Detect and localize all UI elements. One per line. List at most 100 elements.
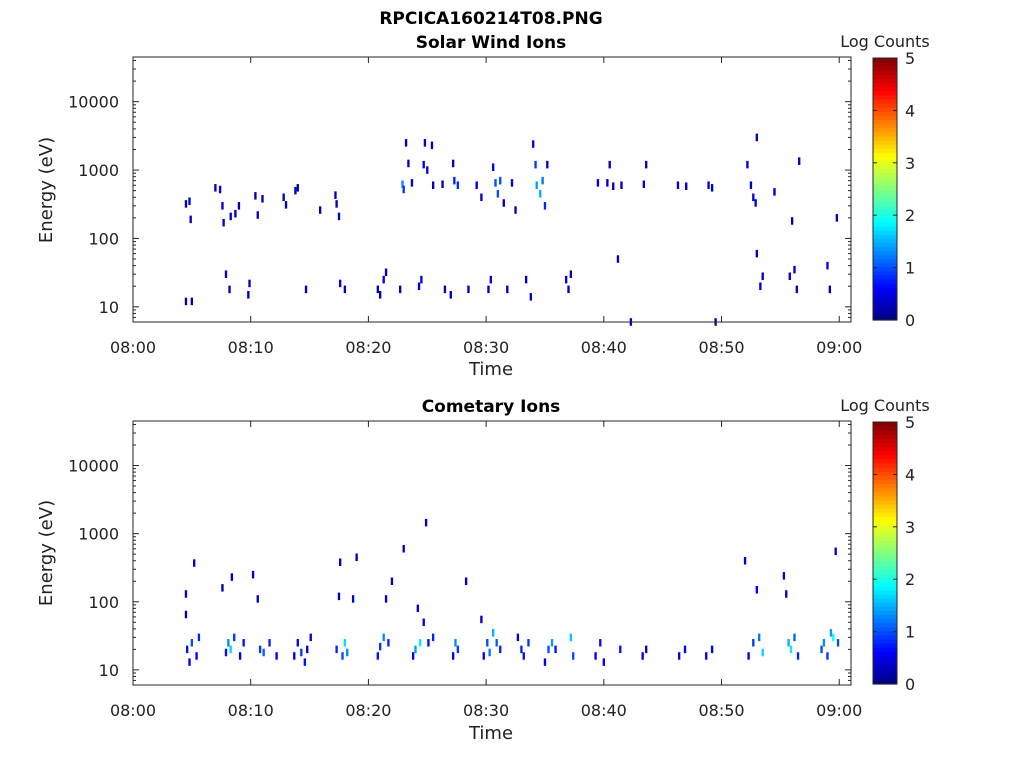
heatmap-cell	[355, 553, 358, 561]
heatmap-cell	[543, 202, 547, 210]
heatmap-cell	[351, 595, 355, 603]
colorbar-segment	[873, 94, 897, 100]
heatmap-cell	[256, 595, 259, 603]
colorbar-segment	[873, 197, 897, 202]
heatmap-cell	[184, 590, 188, 598]
heatmap-cell	[569, 633, 573, 642]
heatmap-cell	[420, 275, 423, 284]
colorbar-segment	[873, 307, 897, 313]
colorbar-segment	[873, 536, 897, 542]
colorbar-segment	[873, 287, 897, 292]
heatmap-cell	[535, 181, 538, 189]
colorbar-segment	[873, 311, 897, 317]
colorbar-segment	[873, 553, 897, 558]
heatmap-cell	[402, 545, 405, 553]
heatmap-cell	[214, 184, 217, 192]
heatmap-cell	[541, 176, 544, 185]
colorbar-segment	[873, 127, 897, 133]
colorbar-segment	[873, 238, 897, 243]
x-tick-label: 08:50	[698, 701, 744, 720]
colorbar-segment	[873, 168, 897, 174]
heatmap-cell	[294, 186, 297, 195]
heatmap-cell	[334, 191, 337, 199]
colorbar-segment	[873, 577, 897, 583]
colorbar-segment	[873, 454, 897, 460]
heatmap-cell	[304, 285, 308, 294]
heatmap-cell	[303, 658, 307, 666]
heatmap-cell	[567, 285, 570, 294]
heatmap-cell	[612, 182, 615, 190]
y-tick-label: 10	[99, 661, 119, 680]
heatmap-cell	[422, 160, 425, 169]
colorbar-segment	[873, 585, 897, 591]
colorbar-segment	[873, 528, 897, 534]
colorbar-segment	[873, 630, 897, 636]
x-tick-label: 08:00	[110, 701, 156, 720]
heatmap-cell	[227, 639, 230, 647]
colorbar-tick-label: 3	[905, 518, 915, 537]
heatmap-cell	[793, 633, 796, 642]
colorbar-segment	[873, 634, 897, 640]
heatmap-cell	[234, 209, 237, 218]
colorbar-segment	[873, 507, 897, 513]
heatmap-cell	[431, 181, 435, 189]
heatmap-cell	[300, 648, 303, 657]
heatmap-cell	[390, 577, 394, 585]
heatmap-cell	[785, 590, 788, 598]
y-axis-solar-wind: 10 100 1000 10000	[68, 59, 851, 323]
colorbar-segment	[873, 651, 897, 656]
heatmap-cell	[376, 285, 379, 294]
colorbar-segment	[873, 66, 897, 71]
heatmap-cell	[755, 586, 759, 594]
colorbar-segment	[873, 430, 897, 435]
heatmap-cell	[492, 163, 495, 171]
colorbar-tick-label: 0	[905, 675, 915, 694]
heatmap-cell	[645, 160, 648, 169]
heatmap-cell	[441, 180, 444, 189]
heatmap-cell	[188, 658, 191, 666]
x-tick-label: 08:10	[228, 338, 274, 357]
heatmap-cell	[293, 652, 296, 660]
heatmap-cell	[828, 285, 831, 294]
heatmap-cell	[514, 206, 517, 214]
y-tick-label: 1000	[78, 161, 119, 180]
heatmap-cell	[564, 275, 568, 284]
colorbar-segment	[873, 544, 897, 550]
heatmap-cell	[602, 658, 605, 666]
heatmap-cell	[510, 179, 514, 187]
heatmap-cell	[184, 297, 188, 306]
heatmap-cell	[456, 645, 460, 654]
panel-title-solar-wind: Solar Wind Ions	[416, 33, 567, 53]
colorbar-tick-label: 5	[905, 413, 915, 432]
colorbar-segment	[873, 499, 897, 505]
colorbar-tick-label: 1	[905, 623, 915, 642]
colorbar-segment	[873, 638, 897, 644]
plot-area-cometary	[132, 420, 852, 686]
heatmap-cell	[222, 218, 225, 227]
heatmap-cell	[547, 645, 550, 654]
panel-title-cometary: Cometary Ions	[422, 397, 561, 417]
colorbar-segment	[873, 532, 897, 538]
heatmap-cell	[195, 652, 198, 660]
colorbar-segment	[873, 561, 897, 566]
heatmap-cell	[224, 270, 228, 278]
heatmap-cell	[384, 595, 388, 603]
colorbar-segment	[873, 217, 897, 223]
heatmap-cell	[193, 559, 196, 567]
heatmap-cell	[341, 652, 344, 660]
colorbar-segment	[873, 614, 897, 620]
colorbar-segment	[873, 548, 897, 554]
heatmap-cell	[516, 633, 520, 642]
heatmap-cell	[318, 206, 322, 214]
x-axis-solar-wind: 08:00 08:10 08:20 08:30 08:40 08:50 09:00	[110, 57, 862, 357]
heatmap-cell	[790, 217, 794, 225]
heatmap-cell	[296, 639, 299, 647]
colorbar-segment	[873, 512, 897, 517]
heatmap-cell	[496, 190, 500, 198]
plot-area-solar-wind	[132, 56, 852, 323]
heatmap-cell	[343, 639, 347, 647]
heatmap-cell	[822, 639, 826, 647]
colorbar-segment	[873, 225, 897, 231]
y-axis-label-cometary: Energy (eV)	[36, 500, 57, 606]
heatmap-cell	[705, 652, 708, 660]
